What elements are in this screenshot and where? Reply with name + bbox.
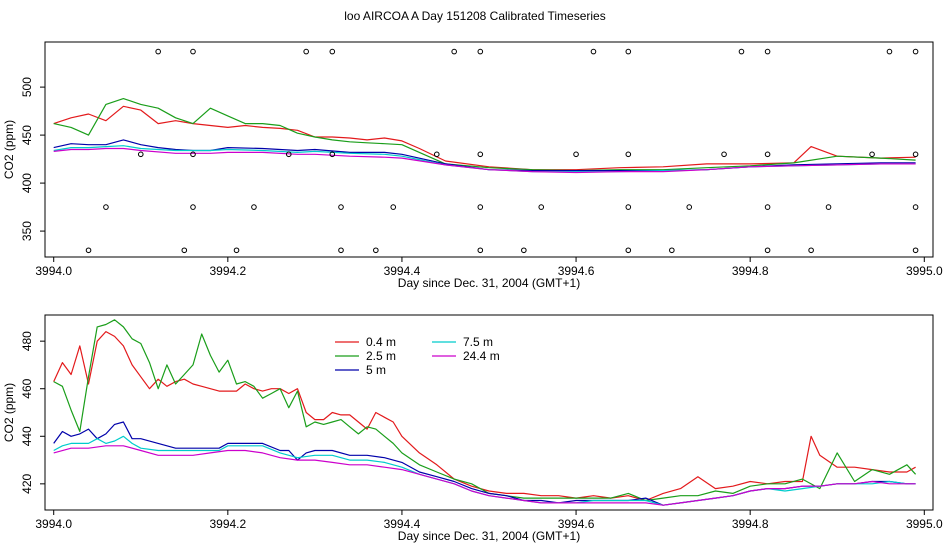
panel1-marker-point	[477, 48, 484, 55]
panel1-series-line-2	[53, 97, 916, 172]
panel1-y-axis-title: CO2 (ppm)	[2, 120, 16, 179]
panel1-marker-point	[886, 48, 893, 55]
panel1-series-line-1	[53, 105, 916, 171]
panel2-x-tick-label: 3994.8	[732, 517, 769, 531]
panel1-marker-point	[103, 204, 109, 210]
panel2-x-tick-label: 3995.0	[906, 517, 943, 531]
panel2-y-axis-title: CO2 (ppm)	[2, 383, 16, 442]
panel1-marker-point	[625, 48, 632, 55]
panel1-marker-point	[912, 247, 919, 254]
panel1-y-tick-label: 450	[20, 125, 34, 145]
panel2-series-line-2	[53, 319, 917, 502]
panel1-marker-point	[625, 247, 632, 254]
panel1-marker-point	[477, 204, 484, 210]
panel1-marker-point	[181, 247, 188, 254]
main-title: loo AIRCOA A Day 151208 Calibrated Times…	[344, 9, 606, 23]
panel1-marker-point	[303, 48, 309, 55]
panel1-y-tick-label: 400	[20, 173, 34, 193]
panel2-series-line-5	[53, 445, 916, 506]
panel1-marker-point	[477, 151, 484, 158]
panel2-legend-label: 5 m	[366, 363, 386, 377]
panel2-legend-label: 0.4 m	[366, 335, 396, 349]
panel2-series-line-1	[53, 331, 916, 502]
panel1-marker-point	[390, 204, 397, 210]
panel2-x-tick-label: 3994.0	[35, 517, 72, 531]
panel1-marker-point	[912, 151, 919, 158]
panel1-marker-point	[764, 247, 771, 254]
panel2-legend-label: 24.4 m	[463, 349, 500, 363]
panel1-plot-frame	[44, 41, 934, 258]
panel1-x-tick-label: 3994.4	[384, 264, 421, 278]
panel2-y-tick-label: 440	[20, 426, 34, 446]
panel1-marker-point	[912, 204, 919, 210]
panel1-marker-point	[85, 247, 92, 254]
panel1-marker-point	[190, 48, 196, 55]
panel1-marker-point	[433, 151, 440, 158]
panel2-series-line-3	[53, 421, 916, 506]
panel1-marker-point	[285, 151, 292, 158]
panel2-y-tick-label: 460	[20, 378, 34, 398]
panel1-marker-point	[190, 151, 196, 158]
panel2-plot-frame	[44, 314, 934, 511]
panel1-marker-point	[764, 48, 771, 55]
panel1-marker-point	[738, 48, 745, 55]
panel1-marker-point	[338, 204, 344, 210]
panel1-x-tick-label: 3994.2	[209, 264, 246, 278]
panel2-legend-label: 7.5 m	[463, 335, 493, 349]
panel1-y-tick-label: 500	[20, 77, 34, 97]
panel1-y-tick-label: 350	[20, 221, 34, 241]
panel1-marker-point	[764, 151, 771, 158]
panel1-marker-point	[669, 247, 675, 254]
panel2-x-axis-title: Day since Dec. 31, 2004 (GMT+1)	[398, 529, 580, 543]
panel1-marker-point	[338, 247, 344, 254]
panel1-x-axis-title: Day since Dec. 31, 2004 (GMT+1)	[398, 276, 580, 290]
panel1-marker-point	[625, 204, 632, 210]
panel2-y-tick-label: 480	[20, 331, 34, 351]
panel1-marker-point	[808, 247, 814, 254]
panel1-series-line-5	[53, 147, 916, 174]
panel1-x-tick-label: 3994.6	[558, 264, 595, 278]
panel1-marker-point	[721, 151, 727, 158]
panel1-marker-point	[329, 48, 336, 55]
panel1-marker-point	[521, 247, 527, 254]
panel1-marker-point	[137, 151, 144, 158]
panel1-marker-point	[155, 48, 161, 55]
panel1-marker-point	[329, 151, 336, 158]
panel1-x-tick-label: 3994.0	[35, 264, 72, 278]
panel1-marker-point	[477, 247, 484, 254]
panel2-legend-label: 2.5 m	[366, 349, 396, 363]
panel1-x-tick-label: 3995.0	[906, 264, 943, 278]
panel1-marker-point	[825, 204, 832, 210]
panel1-marker-point	[538, 204, 545, 210]
panel1-marker-point	[869, 151, 875, 158]
panel1-marker-point	[590, 48, 597, 55]
panel1-marker-point	[190, 204, 196, 210]
panel1-x-tick-label: 3994.8	[732, 264, 769, 278]
panel1-marker-point	[573, 151, 579, 158]
panel1-marker-point	[764, 204, 771, 210]
panel2-x-tick-label: 3994.2	[209, 517, 246, 531]
panel1-marker-point	[686, 204, 693, 210]
panel1-marker-point	[912, 48, 919, 55]
panel1-marker-point	[373, 247, 379, 254]
panel1-marker-point	[251, 204, 257, 210]
panel2-x-tick-label: 3994.6	[558, 517, 595, 531]
panel1-marker-point	[451, 48, 457, 55]
panel1-marker-point	[233, 247, 240, 254]
panel2-y-tick-label: 420	[20, 474, 34, 494]
panel1-marker-point	[625, 151, 632, 158]
panel2-x-tick-label: 3994.4	[384, 517, 421, 531]
